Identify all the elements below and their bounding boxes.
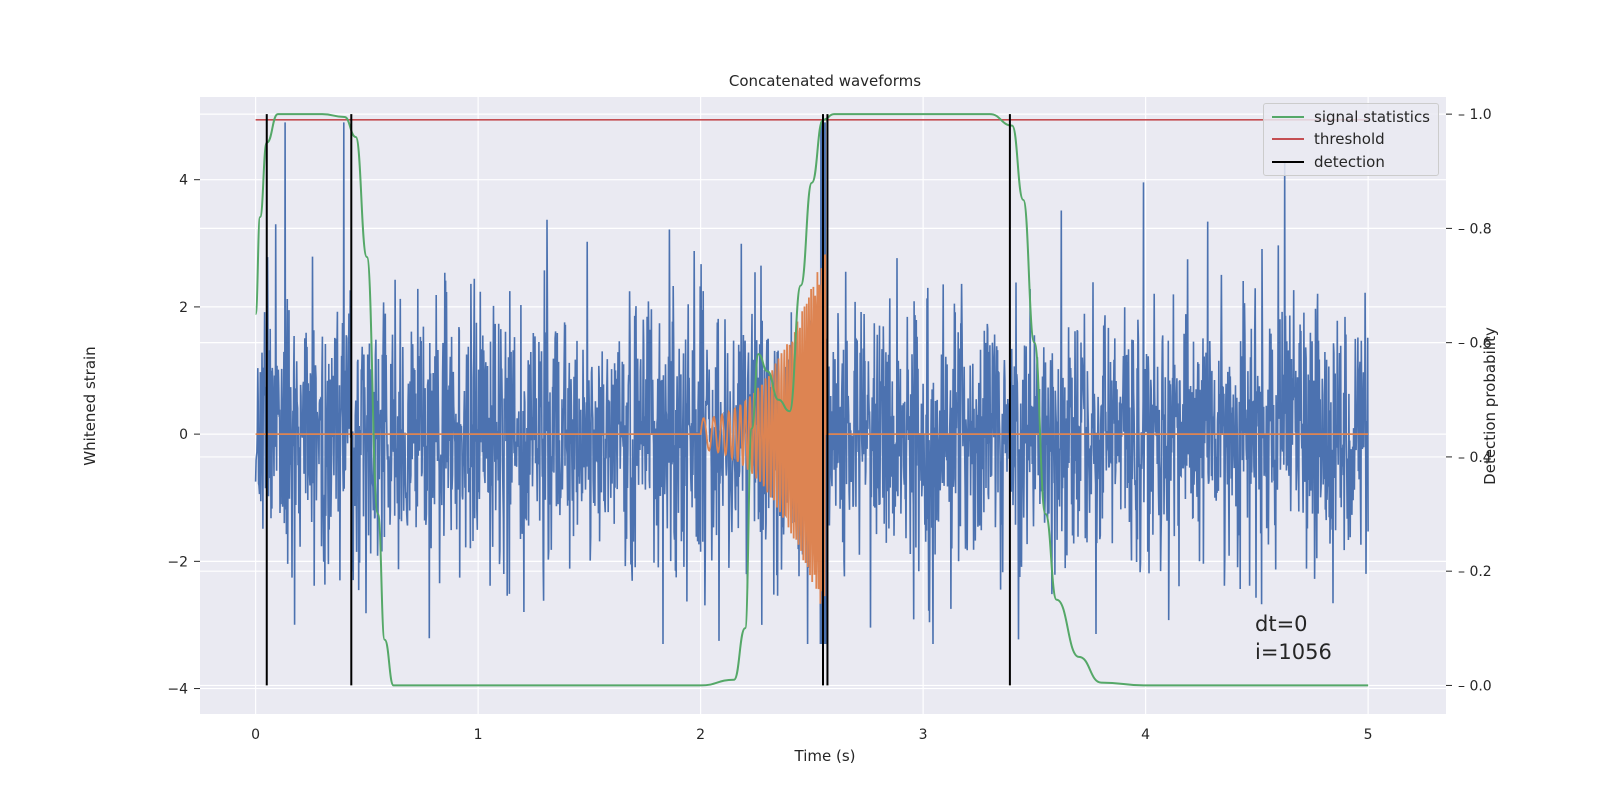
legend-swatch <box>1272 161 1304 163</box>
legend-label: threshold <box>1314 130 1385 148</box>
x-tick-label: 5 <box>1364 727 1373 743</box>
x-tick-label: 3 <box>919 727 928 743</box>
x-tick-label: 4 <box>1141 727 1150 743</box>
waveform-series <box>255 254 1369 604</box>
annotation-index: i=1056 <box>1255 640 1332 664</box>
annotation-dt: dt=0 <box>1255 612 1308 636</box>
left-axis-label: Whitened strain <box>81 346 99 466</box>
x-tick-label: 1 <box>474 727 483 743</box>
y-tick-label-left: −2 <box>167 554 188 570</box>
legend-item-threshold: threshold <box>1272 128 1385 150</box>
y-tick-label-left: 0 <box>179 427 188 443</box>
y-tick-label-left: 2 <box>179 300 188 316</box>
x-tick-label: 2 <box>696 727 705 743</box>
chart-title: Concatenated waveforms <box>728 72 922 90</box>
legend-swatch <box>1272 116 1304 118</box>
right-axis-label: Detection probability <box>1481 327 1499 485</box>
legend-item-signal-statistics: signal statistics <box>1272 106 1430 128</box>
signal-statistics-line <box>254 113 1369 687</box>
y-tick-label-left: 4 <box>179 173 188 189</box>
x-tick-label: 0 <box>251 727 260 743</box>
y-tick-label-right: – 0.4 <box>1458 450 1492 466</box>
y-tick-label-right: – 1.0 <box>1458 107 1492 123</box>
y-tick-label-left: −4 <box>167 682 188 698</box>
legend: signal statistics threshold detection <box>1263 103 1439 176</box>
legend-label: signal statistics <box>1314 108 1431 126</box>
y-tick-label-right: – 0.0 <box>1458 678 1492 694</box>
legend-swatch <box>1272 138 1304 140</box>
legend-label: detection <box>1314 153 1385 171</box>
y-tick-label-right: – 0.8 <box>1458 221 1492 237</box>
y-tick-label-right: – 0.6 <box>1458 336 1492 352</box>
x-axis-label: Time (s) <box>794 747 856 765</box>
legend-item-detection: detection <box>1272 151 1385 173</box>
y-tick-label-right: – 0.2 <box>1458 564 1492 580</box>
